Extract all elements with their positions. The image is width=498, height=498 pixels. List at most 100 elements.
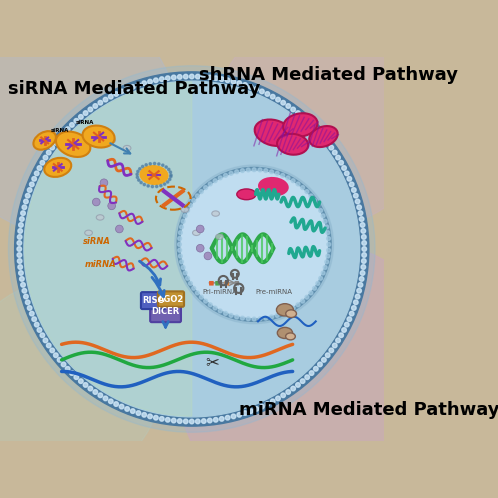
Circle shape [120,89,124,94]
Circle shape [309,194,313,198]
Circle shape [195,74,200,79]
Circle shape [22,205,27,210]
Circle shape [208,182,212,186]
Circle shape [114,402,119,406]
Circle shape [265,92,270,96]
Ellipse shape [139,165,169,185]
Circle shape [136,173,138,175]
Circle shape [216,11,431,227]
Ellipse shape [216,234,223,240]
Circle shape [208,303,212,307]
Circle shape [323,265,327,269]
Circle shape [27,306,32,310]
Text: ✂: ✂ [205,354,219,372]
Ellipse shape [85,230,93,236]
Circle shape [301,186,305,190]
FancyBboxPatch shape [209,281,214,285]
Circle shape [309,371,314,375]
Text: Pri-miRNA: Pri-miRNA [202,289,237,295]
Circle shape [291,386,295,391]
Circle shape [88,386,93,391]
Circle shape [323,220,327,223]
Circle shape [350,311,354,316]
Circle shape [235,315,239,319]
Circle shape [360,277,364,281]
Text: miRNA Mediated Pathway: miRNA Mediated Pathway [239,401,498,419]
Circle shape [170,175,172,178]
Circle shape [181,171,327,318]
Ellipse shape [123,145,131,151]
Circle shape [362,259,366,263]
Ellipse shape [277,327,292,339]
FancyBboxPatch shape [150,301,181,322]
Circle shape [326,231,330,235]
Circle shape [354,193,358,198]
Circle shape [43,338,48,343]
Circle shape [339,160,344,165]
Circle shape [319,209,323,212]
Circle shape [183,74,188,79]
Ellipse shape [286,333,295,340]
Circle shape [342,166,347,170]
Circle shape [196,245,204,252]
Circle shape [327,249,331,252]
Circle shape [281,311,285,315]
Circle shape [286,390,290,394]
Circle shape [357,205,362,210]
Circle shape [208,418,212,423]
Circle shape [252,317,256,321]
FancyBboxPatch shape [235,281,239,285]
Circle shape [8,66,375,432]
Circle shape [296,111,300,116]
Circle shape [143,183,145,186]
Circle shape [189,74,194,79]
Circle shape [360,217,364,221]
Circle shape [46,150,51,155]
Circle shape [29,182,34,187]
Circle shape [225,415,230,420]
Text: RISC: RISC [142,296,164,305]
Circle shape [148,414,152,419]
Wedge shape [24,82,192,416]
Circle shape [345,171,349,176]
Circle shape [98,393,103,397]
Circle shape [114,92,119,96]
Circle shape [235,170,239,174]
Ellipse shape [181,207,189,213]
Circle shape [237,81,242,86]
Circle shape [34,171,39,176]
Circle shape [19,217,24,221]
Circle shape [329,348,334,353]
Circle shape [22,288,27,293]
Circle shape [199,295,203,299]
Circle shape [252,168,256,172]
Text: Pre-miRNA: Pre-miRNA [255,289,292,295]
Circle shape [98,101,103,105]
Circle shape [305,119,309,123]
Circle shape [305,375,309,379]
Circle shape [247,317,250,321]
Circle shape [204,252,212,260]
Circle shape [142,81,146,86]
Circle shape [225,78,230,83]
Circle shape [177,167,331,321]
Circle shape [168,168,170,170]
Circle shape [301,299,305,303]
Circle shape [276,396,280,401]
Text: siRNA Mediated Pathway: siRNA Mediated Pathway [7,80,260,98]
Circle shape [258,168,262,172]
Circle shape [159,77,164,82]
Circle shape [224,311,228,315]
Circle shape [183,271,187,275]
Ellipse shape [237,189,256,200]
Circle shape [342,328,347,332]
Circle shape [231,79,236,84]
Circle shape [93,198,100,206]
Circle shape [352,188,356,192]
Circle shape [116,225,123,233]
Circle shape [214,76,218,81]
Circle shape [220,77,224,82]
Circle shape [163,183,166,185]
Circle shape [158,163,160,165]
Circle shape [130,409,135,413]
